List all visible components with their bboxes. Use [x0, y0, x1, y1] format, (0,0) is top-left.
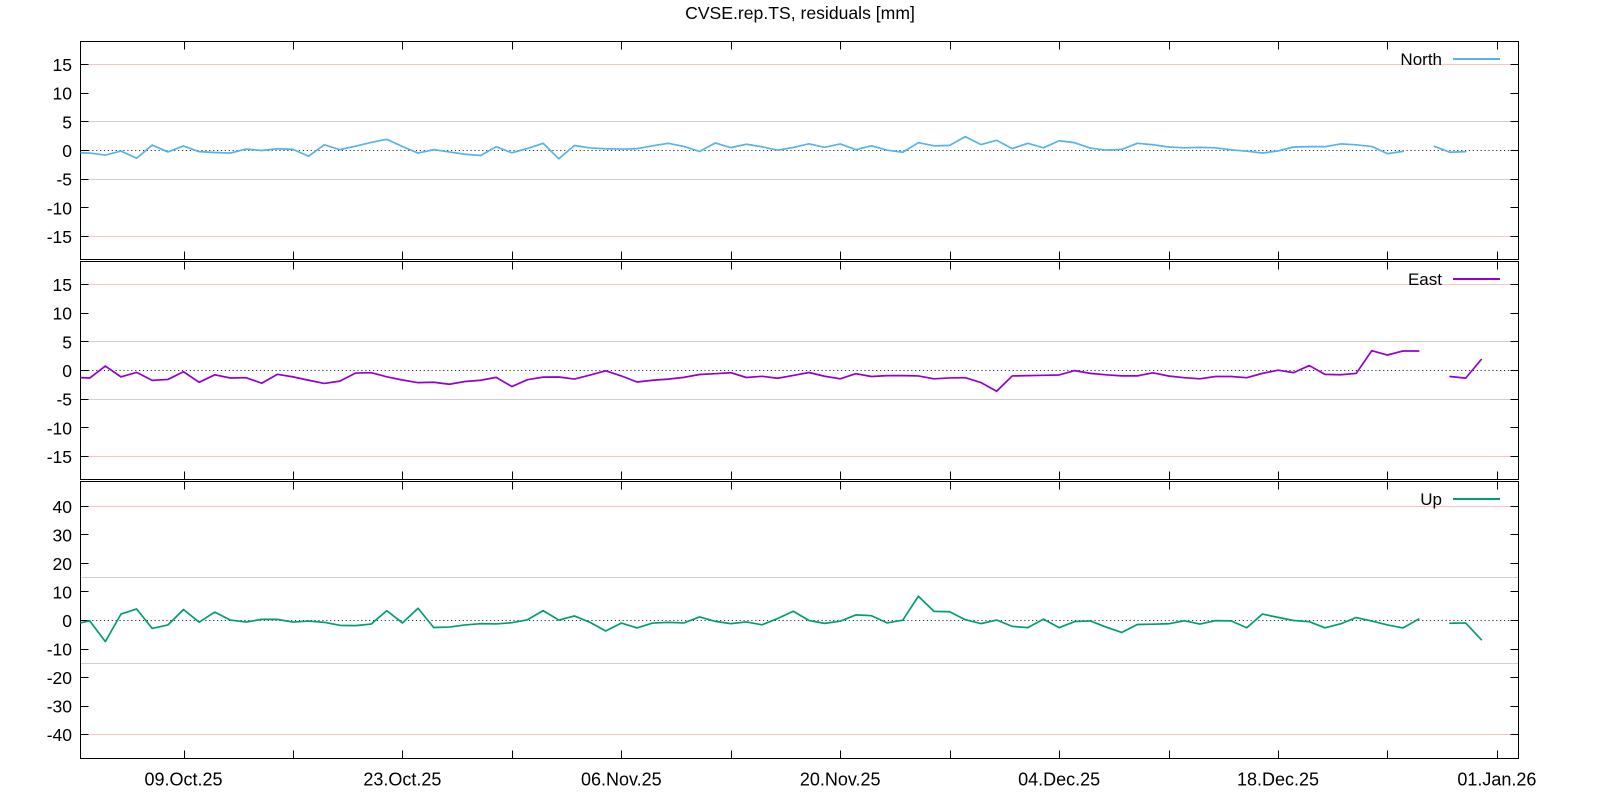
svg-text:0: 0	[62, 141, 72, 161]
svg-text:10: 10	[53, 84, 73, 104]
svg-text:20: 20	[53, 554, 73, 574]
svg-text:10: 10	[53, 304, 73, 324]
svg-text:-15: -15	[47, 227, 72, 247]
svg-text:Up: Up	[1420, 490, 1442, 509]
svg-text:5: 5	[62, 332, 72, 352]
svg-text:-40: -40	[47, 725, 73, 745]
svg-text:30: 30	[53, 525, 73, 545]
svg-text:23.Oct.25: 23.Oct.25	[363, 770, 441, 790]
svg-text:09.Oct.25: 09.Oct.25	[144, 770, 222, 790]
svg-text:-30: -30	[47, 697, 73, 717]
svg-text:15: 15	[53, 55, 72, 75]
svg-text:CVSE.rep.TS, residuals [mm]: CVSE.rep.TS, residuals [mm]	[685, 3, 915, 23]
svg-text:-10: -10	[47, 640, 73, 660]
svg-text:01.Jan.26: 01.Jan.26	[1457, 770, 1536, 790]
svg-text:North: North	[1400, 50, 1442, 69]
svg-text:-15: -15	[47, 447, 72, 467]
svg-text:04.Dec.25: 04.Dec.25	[1018, 770, 1100, 790]
svg-text:0: 0	[62, 361, 72, 381]
svg-text:06.Nov.25: 06.Nov.25	[581, 770, 662, 790]
svg-text:40: 40	[53, 497, 73, 517]
svg-text:-5: -5	[56, 390, 72, 410]
svg-text:0: 0	[62, 611, 72, 631]
svg-text:20.Nov.25: 20.Nov.25	[800, 770, 881, 790]
svg-text:East: East	[1408, 270, 1442, 289]
svg-text:-10: -10	[47, 418, 73, 438]
svg-text:5: 5	[62, 112, 72, 132]
svg-text:-5: -5	[56, 170, 72, 190]
svg-text:-20: -20	[47, 668, 73, 688]
svg-text:18.Dec.25: 18.Dec.25	[1237, 770, 1319, 790]
svg-text:15: 15	[53, 275, 72, 295]
svg-text:-10: -10	[47, 198, 73, 218]
svg-text:10: 10	[53, 582, 73, 602]
